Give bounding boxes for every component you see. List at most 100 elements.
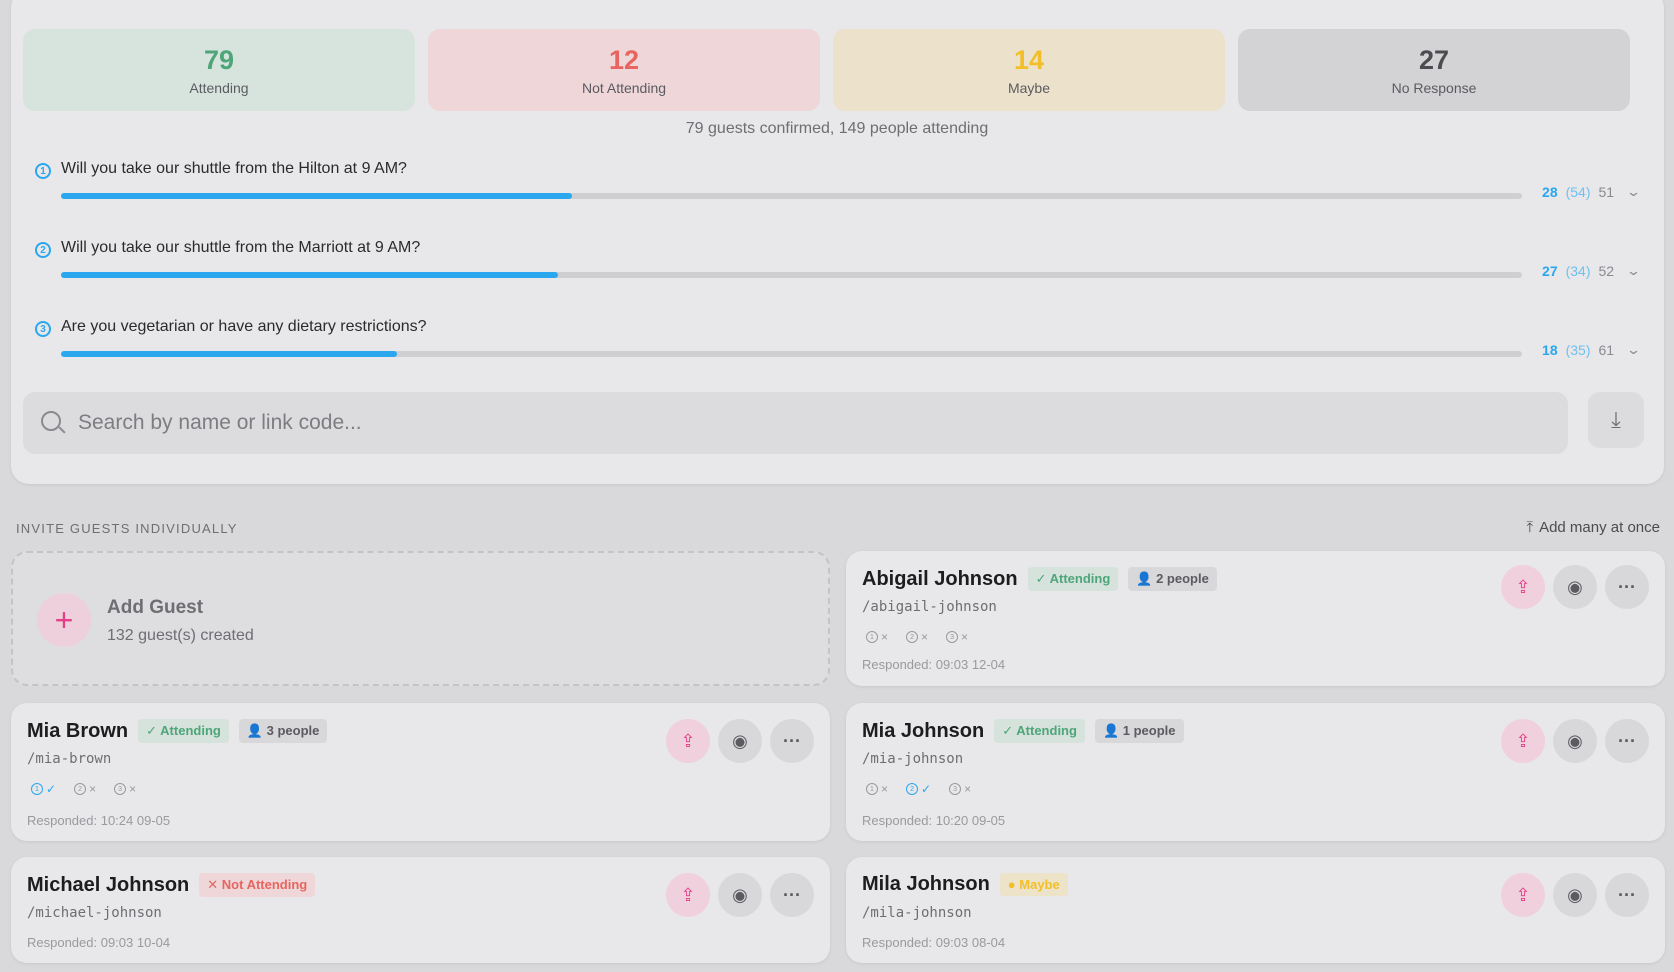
responded-time: Responded: 10:24 09-05 — [27, 813, 171, 828]
guest-name-row: Abigail Johnson ✓ Attending 👤 2 people — [862, 567, 1217, 591]
add-guest-card[interactable]: + Add Guest 132 guest(s) created — [11, 551, 830, 686]
question-number-icon: 3 — [114, 783, 127, 795]
answer-value: × — [881, 630, 889, 644]
stat-maybe[interactable]: 14 Maybe — [833, 29, 1225, 111]
question-no-count: 52 — [1598, 263, 1615, 279]
answer-value: × — [129, 782, 137, 796]
add-many-button[interactable]: ⤒ Add many at once — [1526, 519, 1660, 536]
more-icon[interactable]: ··· — [770, 719, 814, 763]
stat-no-response[interactable]: 27 No Response — [1238, 29, 1630, 111]
question-stats: 18 (35) 61 ⌄ — [1542, 342, 1642, 358]
share-icon[interactable]: ⇪ — [1501, 873, 1545, 917]
question-yes-count: 28 — [1542, 184, 1558, 200]
stat-attending[interactable]: 79 Attending — [23, 29, 415, 111]
stat-maybe-label: Maybe — [1007, 80, 1051, 96]
guest-card[interactable]: Michael Johnson ✕ Not Attending /michael… — [11, 857, 830, 963]
question-progress-fill — [61, 272, 558, 278]
answer-value: × — [921, 630, 929, 644]
question-text: Will you take our shuttle from the Hilto… — [61, 160, 407, 177]
status-badge: ✓ Attending — [994, 719, 1085, 743]
more-icon[interactable]: ··· — [770, 873, 814, 917]
question-progress-fill — [61, 351, 398, 357]
eye-icon[interactable]: ◉ — [718, 873, 762, 917]
stats-row: 79 Attending 12 Not Attending 14 Maybe 2… — [23, 29, 1630, 111]
answer-value: ✓ — [921, 782, 932, 796]
chevron-down-icon[interactable]: ⌄ — [1625, 263, 1642, 278]
guest-name: Mila Johnson — [862, 873, 990, 895]
more-icon[interactable]: ··· — [1605, 873, 1649, 917]
status-badge: ✓ Attending — [138, 719, 229, 743]
answer-value: × — [964, 782, 972, 796]
upload-icon: ⤒ — [1526, 519, 1534, 536]
add-many-label: Add many at once — [1539, 519, 1660, 536]
person-icon: 👤 — [1102, 723, 1120, 738]
search-bar — [23, 392, 1568, 454]
guest-link-code: /abigail-johnson — [862, 599, 997, 615]
guest-actions: ⇪ ◉ ··· — [1501, 873, 1649, 917]
question-number-icon: 3 — [35, 321, 51, 337]
question-number-icon: 1 — [866, 631, 878, 643]
guest-answers: 1 × 2 ✓ 3 × — [866, 782, 971, 796]
guest-link-code: /mila-johnson — [862, 905, 972, 921]
status-label: Not Attending — [221, 877, 308, 892]
guest-actions: ⇪ ◉ ··· — [1501, 719, 1649, 763]
stat-not-attending-count: 12 — [608, 45, 640, 75]
download-button[interactable]: ⤓ — [1588, 392, 1644, 448]
answer-value: × — [89, 782, 97, 796]
guest-name: Abigail Johnson — [862, 567, 1018, 590]
question-yes-count: 27 — [1542, 263, 1558, 279]
guest-link-code: /mia-brown — [27, 751, 112, 767]
question-progress-fill — [61, 193, 573, 199]
stat-maybe-count: 14 — [1013, 45, 1045, 75]
status-label: Attending — [1016, 723, 1077, 738]
stat-not-attending[interactable]: 12 Not Attending — [428, 29, 820, 111]
question-yes-count: 18 — [1542, 342, 1558, 358]
check-icon: ✓ — [1035, 571, 1047, 586]
question-progress-track — [61, 193, 1522, 199]
question-stats: 28 (54) 51 ⌄ — [1542, 184, 1642, 200]
question-row: 3 Are you vegetarian or have any dietary… — [23, 318, 1643, 382]
share-icon[interactable]: ⇪ — [666, 873, 710, 917]
eye-icon[interactable]: ◉ — [1553, 873, 1597, 917]
status-badge: ✓ Attending — [1027, 567, 1119, 591]
status-badge: ✕ Not Attending — [199, 873, 316, 897]
stat-no-response-label: No Response — [1391, 80, 1477, 96]
search-input[interactable] — [78, 406, 1478, 440]
question-number-icon: 3 — [949, 783, 962, 795]
question-number-icon: 2 — [906, 631, 919, 643]
guest-name-row: Mia Johnson ✓ Attending 👤 1 people — [862, 719, 1184, 743]
answer-q3: 3 × — [949, 782, 971, 796]
guest-card[interactable]: Mia Johnson ✓ Attending 👤 1 people /mia-… — [846, 703, 1665, 841]
question-no-count: 51 — [1598, 184, 1615, 200]
question-progress-track — [61, 272, 1522, 278]
eye-icon[interactable]: ◉ — [1553, 719, 1597, 763]
guest-card[interactable]: Abigail Johnson ✓ Attending 👤 2 people /… — [846, 551, 1665, 686]
guest-name: Mia Johnson — [862, 719, 985, 742]
share-icon[interactable]: ⇪ — [1501, 565, 1545, 609]
plus-icon[interactable]: + — [37, 593, 91, 647]
stat-not-attending-label: Not Attending — [581, 80, 667, 96]
question-number-icon: 2 — [906, 783, 919, 795]
guest-card[interactable]: Mia Brown ✓ Attending 👤 3 people /mia-br… — [11, 703, 830, 841]
answer-q3: 3 × — [946, 630, 968, 644]
chevron-down-icon[interactable]: ⌄ — [1625, 184, 1642, 199]
status-label: Attending — [1049, 571, 1111, 586]
guest-name-row: Michael Johnson ✕ Not Attending — [27, 873, 316, 897]
chevron-down-icon[interactable]: ⌄ — [1625, 342, 1642, 357]
answer-value: × — [881, 782, 889, 796]
eye-icon[interactable]: ◉ — [718, 719, 762, 763]
answer-q2: 2 × — [74, 782, 96, 796]
share-icon[interactable]: ⇪ — [1501, 719, 1545, 763]
more-icon[interactable]: ··· — [1605, 719, 1649, 763]
guest-card[interactable]: Mila Johnson ● Maybe /mila-johnson Respo… — [846, 857, 1665, 963]
people-badge: 👤 1 people — [1094, 719, 1184, 743]
eye-icon[interactable]: ◉ — [1553, 565, 1597, 609]
answer-q1: 1 ✓ — [31, 782, 56, 796]
question-progress-track — [61, 351, 1522, 357]
more-icon[interactable]: ··· — [1605, 565, 1649, 609]
share-icon[interactable]: ⇪ — [666, 719, 710, 763]
question-stats: 27 (34) 52 ⌄ — [1542, 263, 1642, 279]
answer-q2: 2 × — [906, 630, 928, 644]
stat-attending-count: 79 — [203, 45, 235, 75]
answer-q2: 2 ✓ — [906, 782, 931, 796]
